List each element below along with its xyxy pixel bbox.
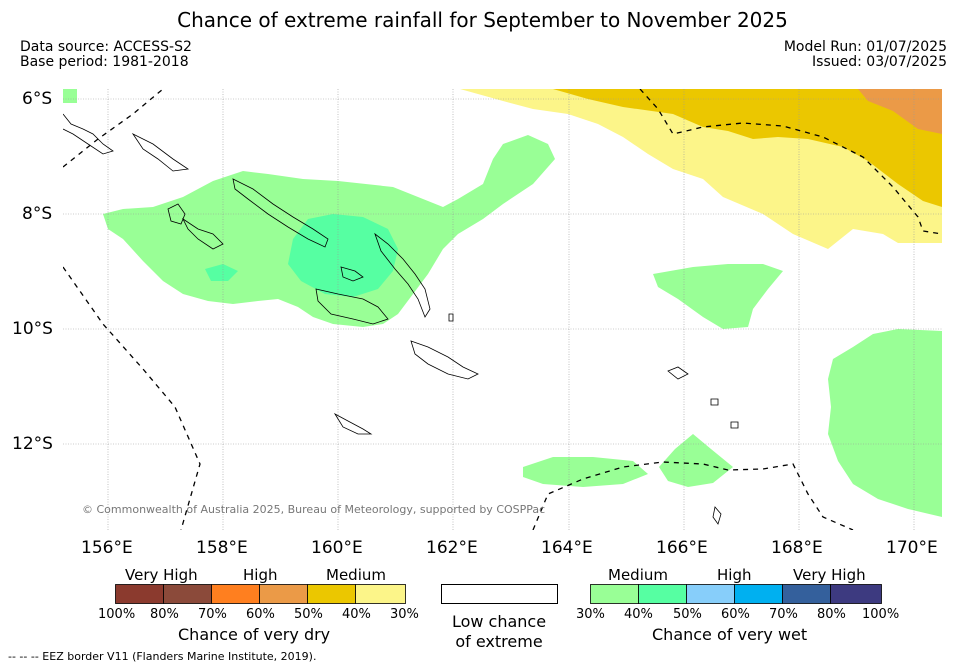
low-chance-line1: Low chance: [451, 612, 547, 631]
wet-medium-region-south: [523, 457, 648, 487]
lon-label-156e: 156°E: [81, 538, 133, 558]
dry-legend-very-high: Very High: [125, 566, 198, 584]
wet-legend-title: Chance of very wet: [652, 625, 808, 644]
dry-tick-50: 50%: [294, 607, 323, 622]
base-period: Base period: 1981-2018: [20, 54, 189, 70]
dry-tick-100: 100%: [98, 607, 136, 622]
lat-label-6s: 6°S: [22, 89, 53, 109]
map-canvas: © Commonwealth of Australia 2025, Bureau…: [63, 89, 942, 530]
wet-legend-medium: Medium: [608, 566, 668, 584]
lon-label-166e: 166°E: [656, 538, 708, 558]
eez-borders: [63, 89, 942, 530]
lat-label-8s: 8°S: [22, 204, 53, 224]
issued-date: Issued: 03/07/2025: [812, 54, 947, 70]
coastlines: [63, 113, 739, 525]
low-chance-swatch: [441, 584, 558, 604]
map-title: Chance of extreme rainfall for September…: [177, 8, 788, 32]
dry-tick-80: 80%: [150, 607, 179, 622]
low-chance-label: Low chance of extreme: [430, 612, 568, 652]
lon-label-170e: 170°E: [886, 538, 938, 558]
dry-40-50-region: [553, 89, 942, 207]
wet-legend-very-high: Very High: [793, 566, 866, 584]
data-source: Data source: ACCESS-S2: [20, 39, 192, 55]
dry-colorbar: [115, 584, 406, 604]
wet-high-region-small: [205, 264, 238, 281]
dry-tick-40: 40%: [342, 607, 371, 622]
dry-legend-medium: Medium: [326, 566, 386, 584]
wet-medium-region-east: [828, 329, 942, 517]
lon-label-168e: 168°E: [771, 538, 823, 558]
dry-tick-60: 60%: [246, 607, 275, 622]
lat-label-10s: 10°S: [12, 319, 53, 339]
wet-high-region: [288, 214, 398, 297]
wet-medium-region-south2: [659, 434, 733, 487]
wet-colorbar: [590, 584, 882, 604]
lon-label-158e: 158°E: [196, 538, 248, 558]
wet-medium-region-nw: [63, 89, 77, 103]
wet-tick-100: 100%: [862, 607, 900, 622]
dry-legend-high: High: [243, 566, 278, 584]
wet-legend-high: High: [717, 566, 752, 584]
wet-tick-50: 50%: [673, 607, 702, 622]
lat-label-12s: 12°S: [12, 434, 53, 454]
graticule: [63, 89, 942, 530]
copyright-text: © Commonwealth of Australia 2025, Bureau…: [82, 503, 545, 516]
wet-tick-60: 60%: [721, 607, 750, 622]
wet-medium-region-central: [653, 264, 783, 329]
lon-label-162e: 162°E: [426, 538, 478, 558]
dry-tick-70: 70%: [198, 607, 227, 622]
dry-50-60-region: [858, 89, 942, 134]
wet-tick-30: 30%: [576, 607, 605, 622]
wet-tick-40: 40%: [624, 607, 653, 622]
wet-tick-80: 80%: [817, 607, 846, 622]
model-run: Model Run: 01/07/2025: [783, 39, 947, 55]
dry-tick-30: 30%: [390, 607, 419, 622]
low-chance-line2: of extreme: [455, 632, 543, 651]
wet-tick-70: 70%: [769, 607, 798, 622]
eez-note: -- -- -- EEZ border V11 (Flanders Marine…: [8, 650, 317, 663]
lon-label-160e: 160°E: [311, 538, 363, 558]
lon-label-164e: 164°E: [541, 538, 593, 558]
dry-legend-title: Chance of very dry: [178, 625, 331, 644]
